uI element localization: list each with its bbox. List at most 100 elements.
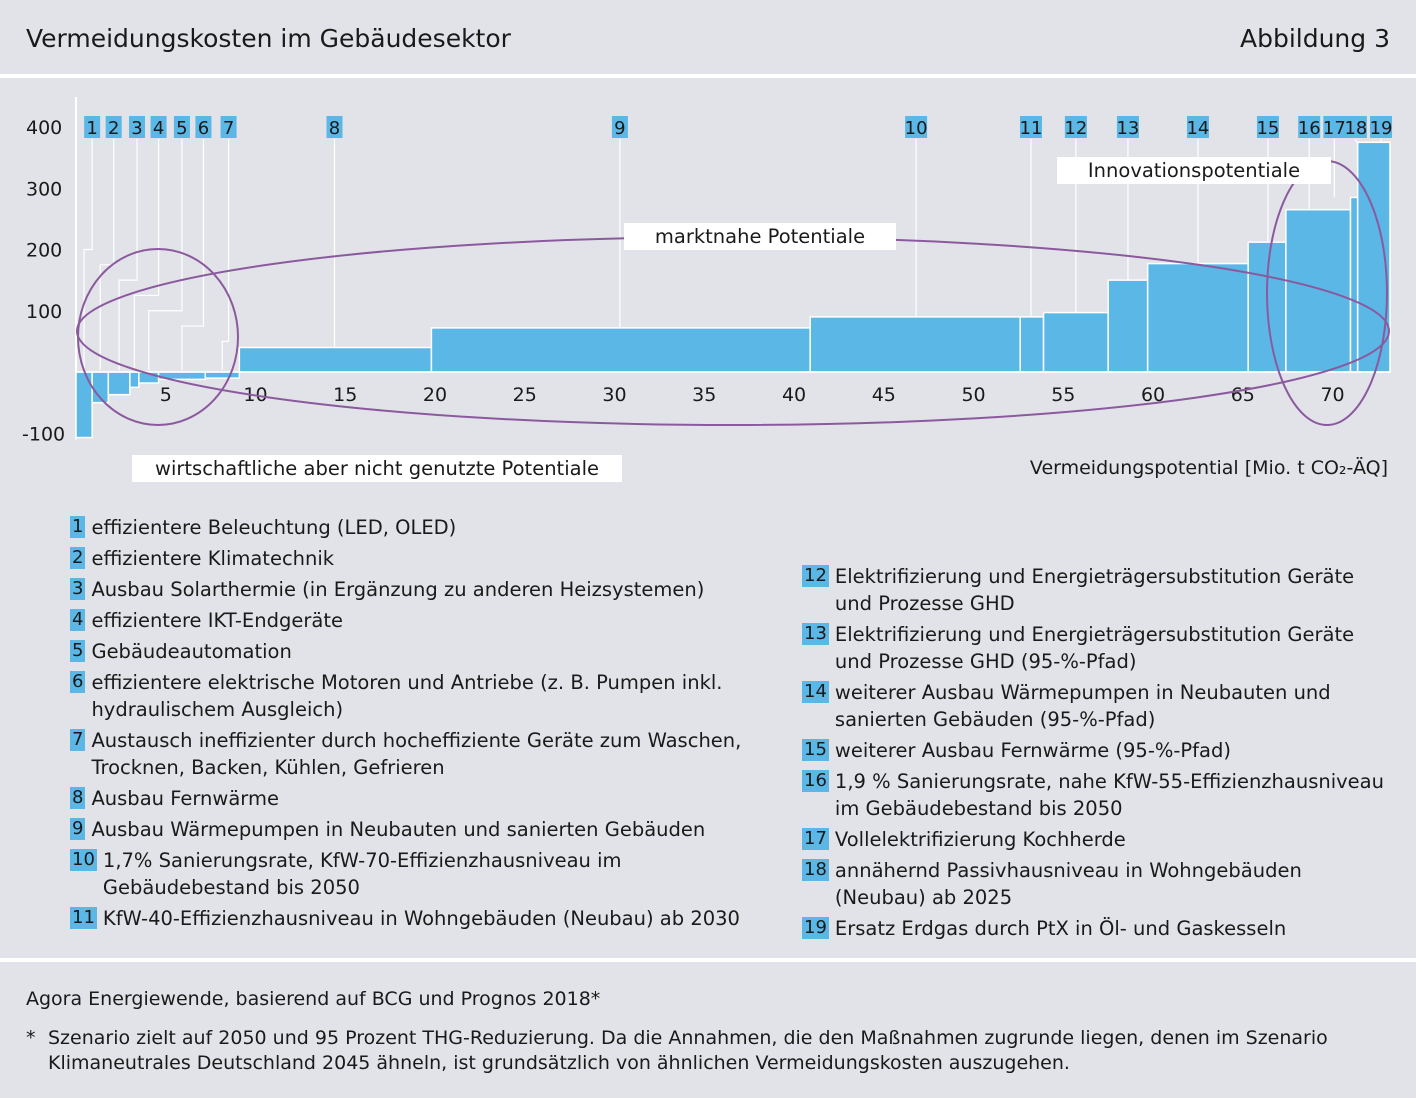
legend-number-badge: 16	[802, 770, 829, 792]
callout-badge	[1344, 116, 1367, 138]
legend-text: effizientere Beleuchtung (LED, OLED)	[91, 516, 457, 539]
callout-leader	[221, 139, 230, 370]
x-tick-label: 50	[961, 384, 985, 406]
bar-13	[1107, 279, 1149, 373]
legend-text: effizientere elektrische Motoren und Ant…	[91, 671, 723, 721]
legend-number-badge: 17	[802, 828, 829, 850]
annotation-wirtschaftlich: wirtschaftliche aber nicht genutzte Pote…	[155, 457, 599, 480]
callout-number: 13	[1116, 118, 1139, 139]
x-tick-label: 30	[602, 384, 626, 406]
legend-text: 1,9 % Sanierungsrate, nahe KfW-55-Effizi…	[834, 770, 1384, 820]
bar-3	[107, 371, 131, 396]
callout-number: 9	[614, 118, 625, 139]
callout-badge	[150, 116, 167, 138]
legend-right: 12 Elektrifizierung und Energieträgersubs…	[802, 563, 1392, 946]
legend-text: annähernd Passivhausniveau in Wohngebäud…	[834, 859, 1302, 909]
legend-item: 6 effizientere elektrische Motoren und An…	[70, 669, 770, 723]
legend-text: Austausch ineffizienter durch hocheffizi…	[91, 729, 742, 779]
legend-item: 14 weiterer Ausbau Wärmepumpen in Neubaut…	[802, 679, 1392, 733]
footnote-text: Szenario zielt auf 2050 und 95 Prozent T…	[48, 1027, 1328, 1074]
callout-badge	[1019, 116, 1042, 138]
legend-text: Elektrifizierung und Energieträgersubsti…	[834, 623, 1355, 673]
source-note: Agora Energiewende, basierend auf BCG un…	[26, 988, 601, 1010]
bar-8	[238, 346, 433, 373]
callout-leader	[99, 139, 115, 370]
callout-badge	[1064, 116, 1087, 138]
x-tick-label: 45	[872, 384, 896, 406]
legend-text: Ersatz Erdgas durch PtX in Öl- und Gaske…	[834, 917, 1287, 940]
bar-10	[809, 316, 1021, 373]
x-tick-label: 35	[692, 384, 716, 406]
legend-number-badge: 3	[70, 578, 86, 600]
legend-text: weiterer Ausbau Wärmepumpen in Neubauten…	[834, 681, 1331, 731]
annotation-wirtschaftlich-box	[132, 455, 622, 482]
chart-title: Vermeidungskosten im Gebäudesektor	[26, 24, 511, 53]
legend-text: 1,7% Sanierungsrate, KfW-70-Effizienzhau…	[102, 849, 622, 899]
callout-number: 4	[153, 118, 164, 139]
bar-17	[1349, 196, 1359, 373]
legend-number-badge: 2	[70, 547, 86, 569]
callout-badge	[195, 116, 212, 138]
callout-leader	[118, 139, 138, 370]
legend-item: 18 annähernd Passivhausniveau in Wohngebä…	[802, 857, 1392, 911]
callout-number: 15	[1256, 118, 1279, 139]
callout-badge	[84, 116, 101, 138]
callout-leader	[133, 139, 160, 370]
callout-leader	[83, 139, 93, 370]
legend-item: 15 weiterer Ausbau Fernwärme (95-%-Pfad)	[802, 737, 1392, 764]
legend-item: 19 Ersatz Erdgas durch PtX in Öl- und Gas…	[802, 915, 1392, 942]
annotation-marktnah: marktnahe Potentiale	[655, 225, 865, 248]
callout-badge	[1298, 116, 1321, 138]
callout-number: 10	[905, 118, 928, 139]
callout-number: 17	[1323, 118, 1346, 139]
legend-text: Ausbau Wärmepumpen in Neubauten und sani…	[91, 818, 706, 841]
y-tick-label: 400	[26, 117, 62, 139]
top-divider	[0, 74, 1416, 78]
callout-badge	[1256, 116, 1279, 138]
legend-item: 11 KfW-40-Effizienzhausniveau in Wohngebä…	[70, 905, 770, 932]
y-tick-label: -100	[22, 423, 65, 445]
annotation-innovation-box	[1057, 157, 1331, 184]
legend-number-badge: 4	[70, 609, 86, 631]
x-tick-label: 60	[1141, 384, 1165, 406]
legend-number-badge: 6	[70, 671, 86, 693]
callout-number: 6	[198, 118, 209, 139]
legend-number-badge: 8	[70, 787, 86, 809]
bar-4	[129, 371, 140, 389]
callout-number: 16	[1298, 118, 1321, 139]
x-tick-label: 25	[513, 384, 537, 406]
callout-badge	[611, 116, 628, 138]
legend-text: Ausbau Solarthermie (in Ergänzung zu and…	[91, 578, 705, 601]
footnote-marker: *	[26, 1027, 36, 1049]
callout-badge	[1370, 116, 1393, 138]
callout-number: 18	[1344, 118, 1367, 139]
callout-number: 11	[1020, 118, 1043, 139]
callout-badge	[1323, 116, 1346, 138]
callout-badge	[1116, 116, 1139, 138]
callout-badge	[326, 116, 343, 138]
bottom-divider	[0, 958, 1416, 962]
legend-number-badge: 5	[70, 640, 86, 662]
x-tick-label: 65	[1231, 384, 1255, 406]
y-tick-label: 100	[26, 301, 62, 323]
annotation-innovation: Innovationspotentiale	[1088, 159, 1300, 182]
legend-number-badge: 7	[70, 729, 86, 751]
callout-badge	[905, 116, 928, 138]
callout-badge	[173, 116, 190, 138]
callout-leader	[181, 139, 205, 370]
legend-number-badge: 13	[802, 623, 829, 645]
bar-7	[204, 371, 241, 379]
callout-number: 12	[1064, 118, 1087, 139]
bar-9	[430, 327, 811, 373]
legend-item: 1 effizientere Beleuchtung (LED, OLED)	[70, 514, 770, 541]
callout-number: 8	[329, 118, 340, 139]
legend-item: 16 1,9 % Sanierungsrate, nahe KfW-55-Effi…	[802, 768, 1392, 822]
legend-item: 9 Ausbau Wärmepumpen in Neubauten und san…	[70, 816, 770, 843]
callout-badge	[129, 116, 146, 138]
bar-11	[1019, 316, 1045, 373]
callout-badge	[105, 116, 122, 138]
legend-text: Ausbau Fernwärme	[91, 787, 279, 810]
callout-number: 19	[1370, 118, 1393, 139]
callout-number: 7	[223, 118, 234, 139]
